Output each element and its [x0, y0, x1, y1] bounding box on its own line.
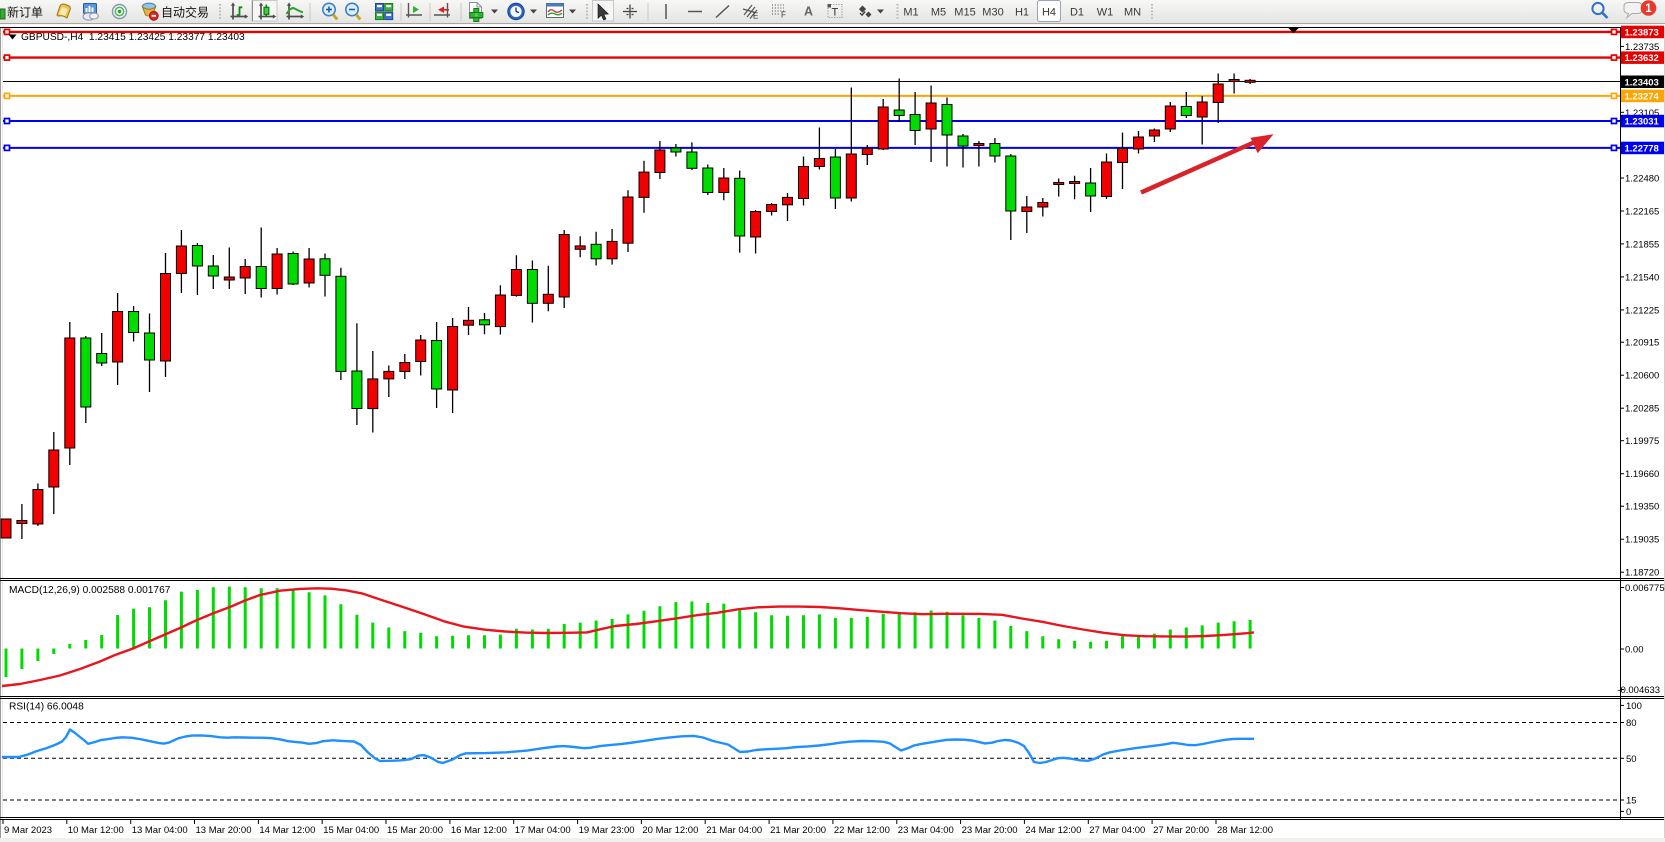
- svg-text:23 Mar 04:00: 23 Mar 04:00: [898, 825, 954, 836]
- svg-text:D1: D1: [1070, 7, 1084, 19]
- svg-text:28 Mar 12:00: 28 Mar 12:00: [1217, 825, 1273, 836]
- svg-text:RSI(14) 66.0048: RSI(14) 66.0048: [9, 702, 84, 713]
- svg-text:15: 15: [1626, 796, 1637, 807]
- svg-text:13 Mar 20:00: 13 Mar 20:00: [196, 825, 252, 836]
- svg-text:21 Mar 20:00: 21 Mar 20:00: [770, 825, 826, 836]
- svg-text:9 Mar 2023: 9 Mar 2023: [4, 825, 52, 836]
- svg-text:1.23873: 1.23873: [1625, 28, 1659, 39]
- svg-text:16 Mar 12:00: 16 Mar 12:00: [451, 825, 507, 836]
- svg-text:1.23274: 1.23274: [1625, 92, 1660, 103]
- svg-text:20 Mar 12:00: 20 Mar 12:00: [642, 825, 698, 836]
- svg-text:1.19350: 1.19350: [1625, 502, 1659, 513]
- svg-text:24 Mar 12:00: 24 Mar 12:00: [1025, 825, 1081, 836]
- svg-text:14 Mar 12:00: 14 Mar 12:00: [259, 825, 315, 836]
- svg-text:1.20600: 1.20600: [1625, 371, 1659, 382]
- svg-text:1.22480: 1.22480: [1625, 174, 1659, 185]
- svg-text:27 Mar 04:00: 27 Mar 04:00: [1089, 825, 1145, 836]
- svg-text:15 Mar 04:00: 15 Mar 04:00: [323, 825, 379, 836]
- svg-text:新订单: 新订单: [7, 5, 43, 20]
- svg-text:F: F: [781, 11, 786, 20]
- svg-text:GBPUSD-,H4 1.23415 1.23425 1.: GBPUSD-,H4 1.23415 1.23425 1.23377 1.234…: [21, 32, 245, 43]
- svg-text:M5: M5: [931, 7, 946, 19]
- svg-text:19 Mar 23:00: 19 Mar 23:00: [579, 825, 635, 836]
- svg-text:1.21225: 1.21225: [1625, 305, 1659, 316]
- svg-text:17 Mar 04:00: 17 Mar 04:00: [515, 825, 571, 836]
- svg-text:27 Mar 20:00: 27 Mar 20:00: [1153, 825, 1209, 836]
- svg-text:1.23403: 1.23403: [1625, 77, 1659, 88]
- svg-text:100: 100: [1626, 701, 1642, 712]
- svg-text:1.20285: 1.20285: [1625, 404, 1659, 415]
- svg-text:-0.004633: -0.004633: [1617, 685, 1660, 696]
- svg-text:MACD(12,26,9) 0.002588 0.00176: MACD(12,26,9) 0.002588 0.001767: [9, 585, 171, 596]
- svg-text:T: T: [832, 7, 839, 19]
- svg-text:H1: H1: [1015, 7, 1029, 19]
- svg-text:自动交易: 自动交易: [161, 5, 209, 20]
- svg-text:1.19035: 1.19035: [1625, 535, 1659, 546]
- svg-text:M30: M30: [982, 7, 1003, 19]
- svg-text:15 Mar 20:00: 15 Mar 20:00: [387, 825, 443, 836]
- svg-text:A: A: [804, 5, 813, 19]
- svg-text:50: 50: [1626, 754, 1637, 765]
- svg-text:MN: MN: [1124, 7, 1141, 19]
- svg-text:0.006775: 0.006775: [1625, 583, 1665, 594]
- svg-text:21 Mar 04:00: 21 Mar 04:00: [706, 825, 762, 836]
- svg-text:80: 80: [1626, 718, 1637, 729]
- svg-text:13 Mar 04:00: 13 Mar 04:00: [132, 825, 188, 836]
- svg-text:1.19975: 1.19975: [1625, 436, 1659, 447]
- svg-text:0.00: 0.00: [1625, 645, 1644, 656]
- svg-text:H4: H4: [1042, 7, 1056, 19]
- svg-text:10 Mar 12:00: 10 Mar 12:00: [68, 825, 124, 836]
- svg-text:1.18720: 1.18720: [1625, 568, 1659, 579]
- svg-text:23 Mar 20:00: 23 Mar 20:00: [962, 825, 1018, 836]
- svg-text:M15: M15: [954, 7, 975, 19]
- svg-text:1.21540: 1.21540: [1625, 272, 1659, 283]
- svg-text:1.23735: 1.23735: [1625, 42, 1659, 53]
- svg-text:1.23105: 1.23105: [1625, 108, 1659, 119]
- svg-text:M1: M1: [903, 7, 918, 19]
- svg-text:1.19660: 1.19660: [1625, 469, 1659, 480]
- svg-text:W1: W1: [1097, 7, 1114, 19]
- svg-text:1: 1: [1645, 3, 1652, 15]
- svg-text:0: 0: [1626, 807, 1631, 818]
- svg-text:1.21855: 1.21855: [1625, 239, 1659, 250]
- svg-text:1.20915: 1.20915: [1625, 338, 1659, 349]
- svg-text:22 Mar 12:00: 22 Mar 12:00: [834, 825, 890, 836]
- svg-text:1.22165: 1.22165: [1625, 207, 1659, 218]
- svg-text:E: E: [753, 12, 758, 21]
- svg-text:1.23031: 1.23031: [1625, 117, 1660, 128]
- svg-text:1.22778: 1.22778: [1625, 144, 1659, 155]
- svg-text:1.23632: 1.23632: [1625, 53, 1659, 64]
